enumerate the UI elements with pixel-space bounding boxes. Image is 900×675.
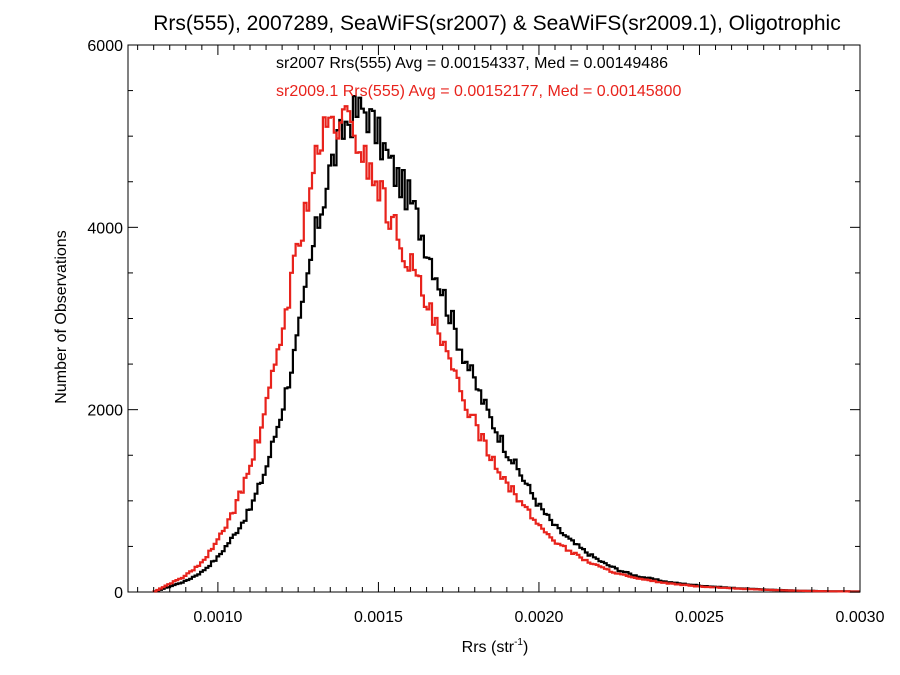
x-axis-label-close: ) (523, 639, 528, 656)
chart-title: Rrs(555), 2007289, SeaWiFS(sr2007) & Sea… (153, 12, 840, 35)
ticks-layer: 0.0010 0.0015 0.0020 0.0025 0.0030 0 2000 4000 6… (87, 38, 884, 626)
x-tick-label: 0.0010 (193, 609, 242, 626)
y-tick-label: 0 (114, 585, 123, 602)
x-axis-label-sup: -1 (514, 637, 523, 648)
y-tick-label: 2000 (87, 403, 123, 420)
y-tick-label: 4000 (87, 220, 123, 237)
x-tick-label: 0.0025 (675, 609, 724, 626)
series-sr2009-1-curve (152, 105, 860, 593)
legend-entry-sr2009-1: sr2009.1 Rrs(555) Avg = 0.00152177, Med … (276, 83, 681, 100)
x-axis-label-main: Rrs (str (462, 639, 515, 656)
plot-border (127, 44, 861, 593)
x-tick-label: 0.0020 (514, 609, 563, 626)
x-tick-label: 0.0030 (836, 609, 885, 626)
legend-entry-sr2007: sr2007 Rrs(555) Avg = 0.00154337, Med = … (276, 55, 668, 72)
y-axis-label: Number of Observations (53, 230, 70, 403)
x-axis-label: Rrs (str-1) (462, 637, 529, 656)
series-layer (152, 95, 860, 593)
series-sr2007-curve (152, 95, 860, 593)
plot-frame (127, 44, 861, 593)
x-tick-label: 0.0015 (354, 609, 403, 626)
y-tick-label: 6000 (87, 38, 123, 55)
